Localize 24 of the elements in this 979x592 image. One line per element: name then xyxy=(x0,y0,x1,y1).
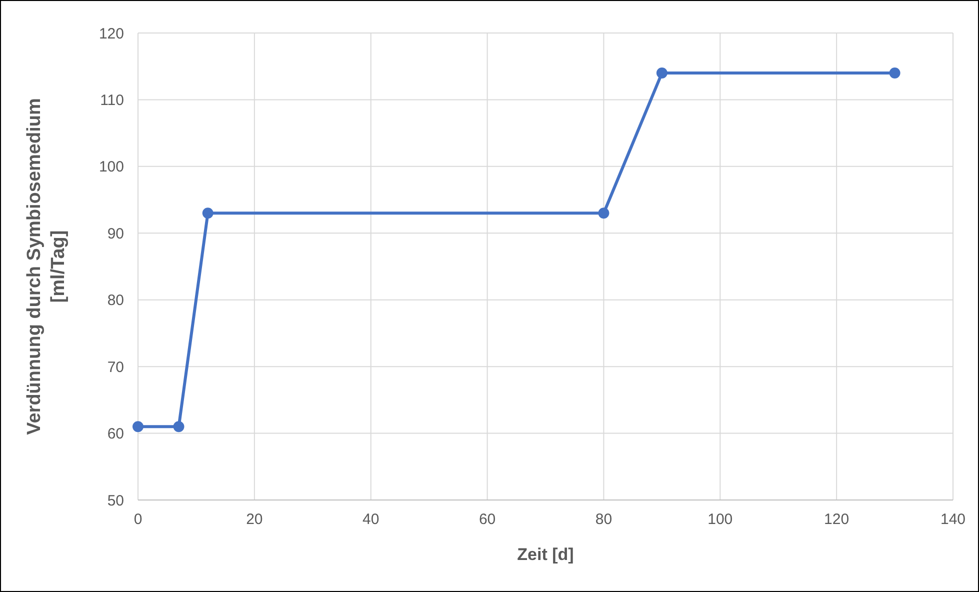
x-tick-label: 20 xyxy=(246,511,263,528)
y-tick-label: 70 xyxy=(107,358,124,376)
y-tick-label: 60 xyxy=(107,426,124,443)
x-axis-title: Zeit [d] xyxy=(517,545,574,564)
x-tick-label: 140 xyxy=(940,511,966,528)
x-tick-label: 100 xyxy=(708,511,733,528)
x-tick-label: 0 xyxy=(134,511,142,528)
point xyxy=(656,68,668,79)
point xyxy=(202,208,214,219)
point xyxy=(598,208,610,219)
x-tick-label: 40 xyxy=(362,511,380,528)
y-tick-label: 80 xyxy=(107,292,124,310)
x-tick-label: 80 xyxy=(595,511,612,528)
x-tick-label: 120 xyxy=(824,511,850,528)
point xyxy=(889,68,900,79)
point xyxy=(173,421,184,432)
y-tick-label: 100 xyxy=(98,158,124,176)
x-tick-label: 60 xyxy=(478,511,496,528)
y-tick-label: 120 xyxy=(98,25,124,42)
point xyxy=(132,421,144,432)
y-tick-label: 90 xyxy=(107,225,124,242)
y-tick-label: 50 xyxy=(107,492,124,510)
y-tick-label: 110 xyxy=(100,92,124,109)
y-axis-title: Verdünnung durch Symbiosemedium [ml/Tag] xyxy=(24,98,69,435)
